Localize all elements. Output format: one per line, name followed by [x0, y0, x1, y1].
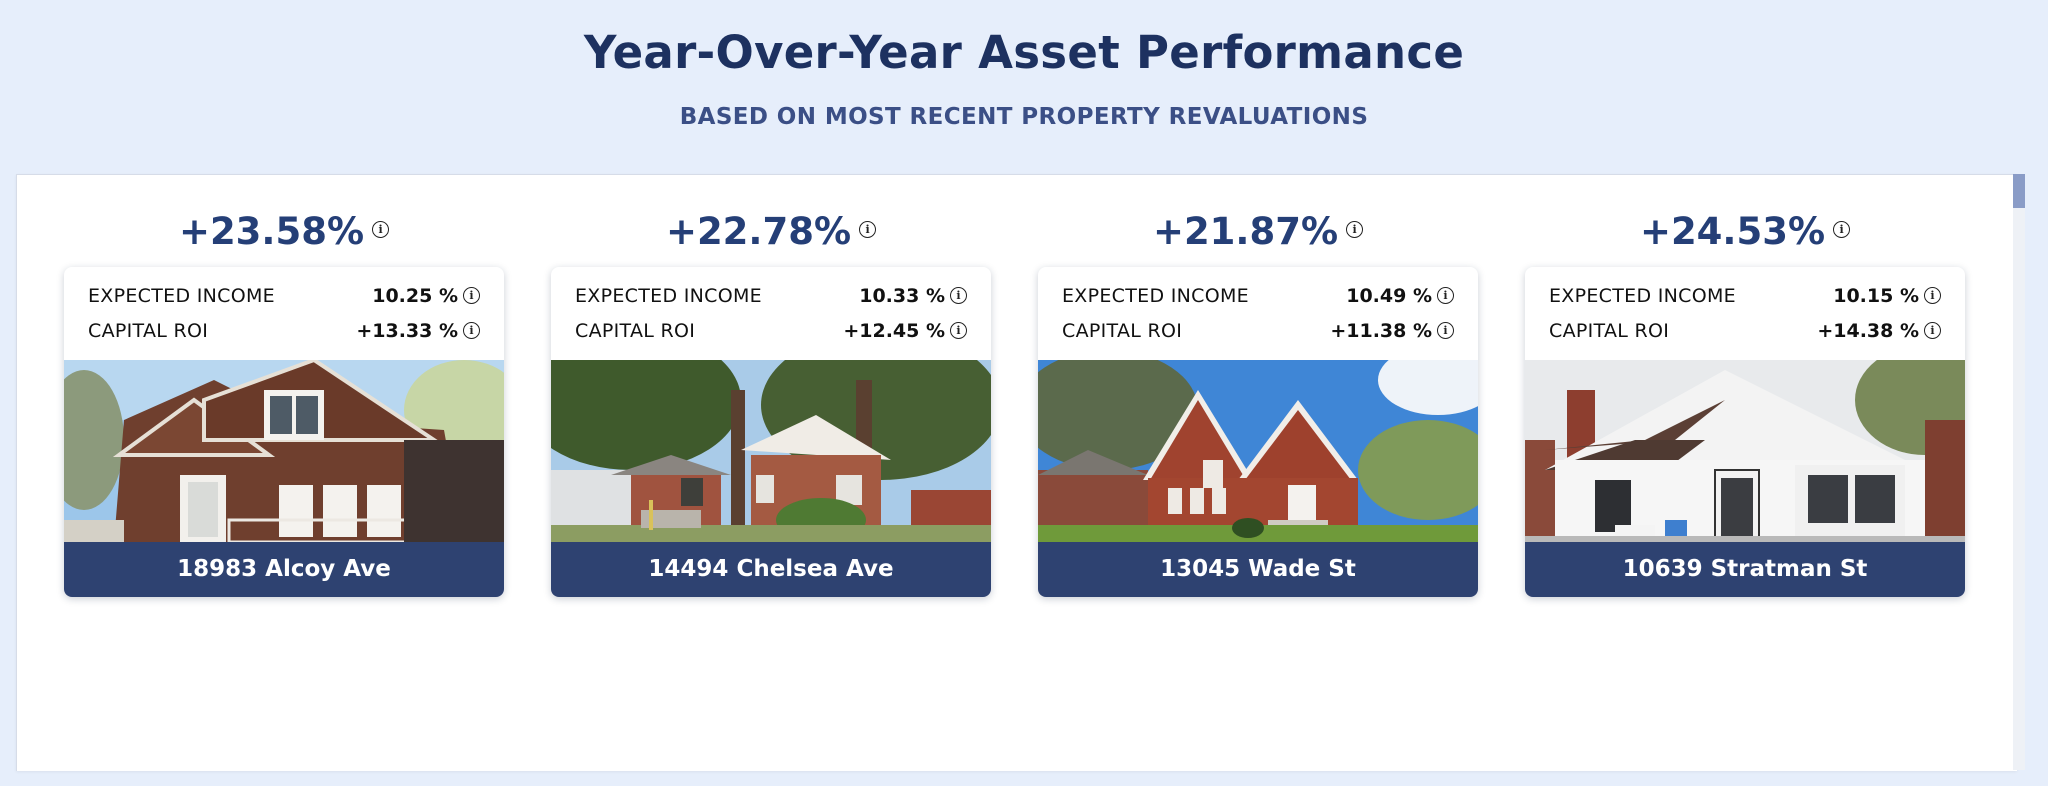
expected-income-value: 10.15 % [1833, 285, 1919, 307]
page-subtitle: BASED ON MOST RECENT PROPERTY REVALUATIO… [679, 104, 1369, 130]
house-photo-twin-gables [1038, 360, 1478, 542]
property-address: 18983 Alcoy Ave [64, 542, 504, 597]
info-icon[interactable]: i [950, 287, 967, 304]
info-icon[interactable]: i [1346, 221, 1364, 238]
info-icon[interactable]: i [859, 221, 877, 238]
capital-roi-label: CAPITAL ROI [1062, 320, 1183, 342]
expected-income-value: 10.33 % [859, 285, 945, 307]
property-card[interactable]: EXPECTED INCOME 10.33 % i CAPITAL ROI +1… [551, 267, 991, 597]
yoy-growth: +23.58% i [64, 210, 504, 253]
yoy-growth: +21.87% i [1038, 210, 1478, 253]
expected-income-value: 10.25 % [372, 285, 458, 307]
property-photo[interactable] [64, 360, 504, 542]
property-card[interactable]: EXPECTED INCOME 10.15 % i CAPITAL ROI +1… [1525, 267, 1965, 597]
capital-roi-label: CAPITAL ROI [1549, 320, 1670, 342]
capital-roi-label: CAPITAL ROI [88, 320, 209, 342]
info-icon[interactable]: i [1924, 287, 1941, 304]
capital-roi-value: +13.33 % [356, 320, 458, 342]
info-icon[interactable]: i [463, 287, 480, 304]
property-address: 14494 Chelsea Ave [551, 542, 991, 597]
expected-income-label: EXPECTED INCOME [88, 285, 275, 307]
yoy-growth-value: +24.53% [1639, 210, 1826, 253]
info-icon[interactable]: i [463, 322, 480, 339]
capital-roi-row: CAPITAL ROI +14.38 % i [1549, 320, 1941, 346]
page-title: Year-Over-Year Asset Performance [583, 26, 1465, 79]
property-address: 10639 Stratman St [1525, 542, 1965, 597]
yoy-growth: +24.53% i [1525, 210, 1965, 253]
house-photo-brick-cape [64, 360, 504, 542]
capital-roi-label: CAPITAL ROI [575, 320, 696, 342]
vertical-scrollbar[interactable] [2013, 174, 2025, 770]
capital-roi-row: CAPITAL ROI +11.38 % i [1062, 320, 1454, 346]
expected-income-label: EXPECTED INCOME [575, 285, 762, 307]
info-icon[interactable]: i [372, 221, 390, 238]
capital-roi-value: +12.45 % [843, 320, 945, 342]
property-photo[interactable] [1525, 360, 1965, 542]
capital-roi-row: CAPITAL ROI +13.33 % i [88, 320, 480, 346]
yoy-growth-value: +22.78% [665, 210, 852, 253]
expected-income-label: EXPECTED INCOME [1062, 285, 1249, 307]
yoy-growth-value: +23.58% [178, 210, 365, 253]
yoy-growth-value: +21.87% [1152, 210, 1339, 253]
info-icon[interactable]: i [1437, 322, 1454, 339]
capital-roi-row: CAPITAL ROI +12.45 % i [575, 320, 967, 346]
expected-income-value: 10.49 % [1346, 285, 1432, 307]
expected-income-label: EXPECTED INCOME [1549, 285, 1736, 307]
expected-income-row: EXPECTED INCOME 10.15 % i [1549, 285, 1941, 311]
expected-income-row: EXPECTED INCOME 10.33 % i [575, 285, 967, 311]
info-icon[interactable]: i [1833, 221, 1851, 238]
info-icon[interactable]: i [1437, 287, 1454, 304]
capital-roi-value: +14.38 % [1817, 320, 1919, 342]
property-photo[interactable] [551, 360, 991, 542]
property-photo[interactable] [1038, 360, 1478, 542]
property-card[interactable]: EXPECTED INCOME 10.49 % i CAPITAL ROI +1… [1038, 267, 1478, 597]
house-photo-white-brick [1525, 360, 1965, 542]
expected-income-row: EXPECTED INCOME 10.25 % i [88, 285, 480, 311]
info-icon[interactable]: i [1924, 322, 1941, 339]
property-card[interactable]: EXPECTED INCOME 10.25 % i CAPITAL ROI +1… [64, 267, 504, 597]
scrollbar-thumb[interactable] [2013, 174, 2025, 208]
property-address: 13045 Wade St [1038, 542, 1478, 597]
capital-roi-value: +11.38 % [1330, 320, 1432, 342]
house-photo-brick-trees [551, 360, 991, 542]
info-icon[interactable]: i [950, 322, 967, 339]
yoy-growth: +22.78% i [551, 210, 991, 253]
expected-income-row: EXPECTED INCOME 10.49 % i [1062, 285, 1454, 311]
